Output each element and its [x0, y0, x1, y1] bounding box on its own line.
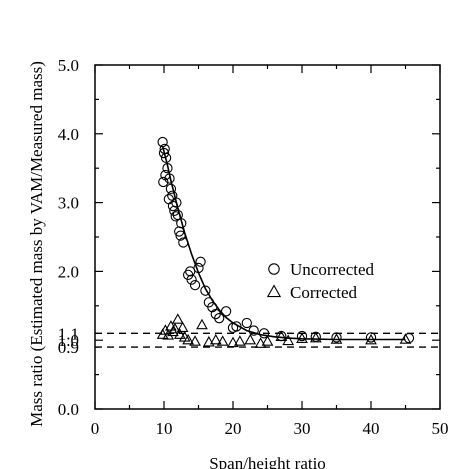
- point-uncorrected: [200, 285, 211, 296]
- point-uncorrected: [241, 317, 252, 329]
- reference-lines: [95, 332, 440, 348]
- y-tick-label: 1.1: [58, 324, 79, 343]
- point-uncorrected: [220, 306, 232, 317]
- point-uncorrected: [157, 136, 168, 148]
- point-uncorrected: [331, 332, 342, 343]
- x-axis-label: Span/height ratio: [209, 454, 326, 469]
- fit-curve-layer: [161, 146, 406, 341]
- point-corrected: [254, 337, 267, 348]
- x-tick-label: 30: [294, 419, 311, 438]
- point-corrected: [169, 322, 181, 334]
- point-uncorrected: [248, 325, 259, 336]
- x-tick-label: 50: [432, 419, 449, 438]
- point-uncorrected: [231, 321, 242, 332]
- y-axis-label: Mass ratio (Estimated mass by VAM/Measur…: [27, 61, 46, 427]
- point-corrected: [189, 335, 201, 346]
- point-uncorrected: [160, 152, 172, 164]
- y-tick-label: 5.0: [58, 56, 79, 75]
- point-corrected: [296, 332, 308, 344]
- point-uncorrected: [175, 230, 186, 241]
- point-corrected: [162, 329, 175, 340]
- point-uncorrected: [165, 183, 177, 194]
- legend-marker-corrected: [266, 284, 282, 298]
- tick-labels: 0 10 20 30 40 50 0.0 0.91.01.1 2.0 3.0 4.0 5.0: [58, 56, 449, 438]
- point-corrected: [244, 333, 257, 345]
- x-tick-label: 0: [91, 419, 100, 438]
- point-uncorrected: [167, 200, 179, 212]
- point-uncorrected: [258, 328, 270, 339]
- point-corrected: [176, 321, 189, 333]
- y-tick-label: 2.0: [58, 262, 79, 281]
- fit-curve-line: [161, 146, 406, 341]
- y-tick-label: 4.0: [58, 125, 79, 144]
- point-uncorrected: [178, 237, 189, 248]
- point-uncorrected: [214, 313, 225, 324]
- point-uncorrected: [158, 176, 169, 188]
- point-corrected: [216, 335, 229, 346]
- point-uncorrected: [207, 302, 218, 313]
- x-tick-label: 10: [156, 419, 173, 438]
- point-corrected: [282, 334, 295, 346]
- point-uncorrected: [365, 332, 377, 343]
- legend: Uncorrected Corrected: [266, 260, 375, 302]
- y-tick-label: 0.9: [58, 338, 79, 357]
- point-corrected: [261, 335, 274, 346]
- point-corrected: [330, 333, 343, 344]
- point-uncorrected: [158, 147, 170, 159]
- point-corrected: [365, 333, 377, 345]
- point-corrected: [202, 335, 215, 347]
- point-uncorrected: [193, 262, 204, 274]
- y-tick-label: 0.0: [58, 400, 79, 419]
- plot-frame: [94, 64, 441, 410]
- point-uncorrected: [195, 256, 206, 267]
- point-corrected: [209, 333, 222, 345]
- point-uncorrected: [164, 173, 175, 184]
- x-tick-label: 20: [225, 419, 242, 438]
- point-corrected: [275, 330, 288, 341]
- legend-label-uncorrected: Uncorrected: [290, 260, 375, 279]
- axis-ticks: [94, 64, 441, 410]
- y-tick-label: 1.0: [58, 331, 79, 350]
- point-corrected: [227, 336, 239, 348]
- y-tick-label: 3.0: [58, 194, 79, 213]
- point-uncorrected: [174, 226, 185, 237]
- legend-label-corrected: Corrected: [290, 283, 358, 302]
- point-corrected: [399, 333, 412, 344]
- point-corrected: [309, 331, 322, 343]
- x-tick-label: 40: [363, 419, 380, 438]
- legend-marker-uncorrected: [268, 263, 280, 275]
- point-corrected: [171, 313, 184, 324]
- point-corrected: [173, 328, 186, 339]
- point-corrected: [234, 335, 246, 346]
- point-uncorrected: [170, 211, 181, 222]
- point-uncorrected: [189, 280, 201, 291]
- point-uncorrected: [296, 330, 308, 342]
- point-uncorrected: [162, 163, 173, 174]
- point-uncorrected: [171, 197, 182, 208]
- point-uncorrected: [186, 274, 197, 285]
- point-corrected: [182, 333, 195, 345]
- point-uncorrected: [176, 218, 187, 229]
- data-points: [156, 136, 415, 348]
- point-corrected: [196, 318, 208, 330]
